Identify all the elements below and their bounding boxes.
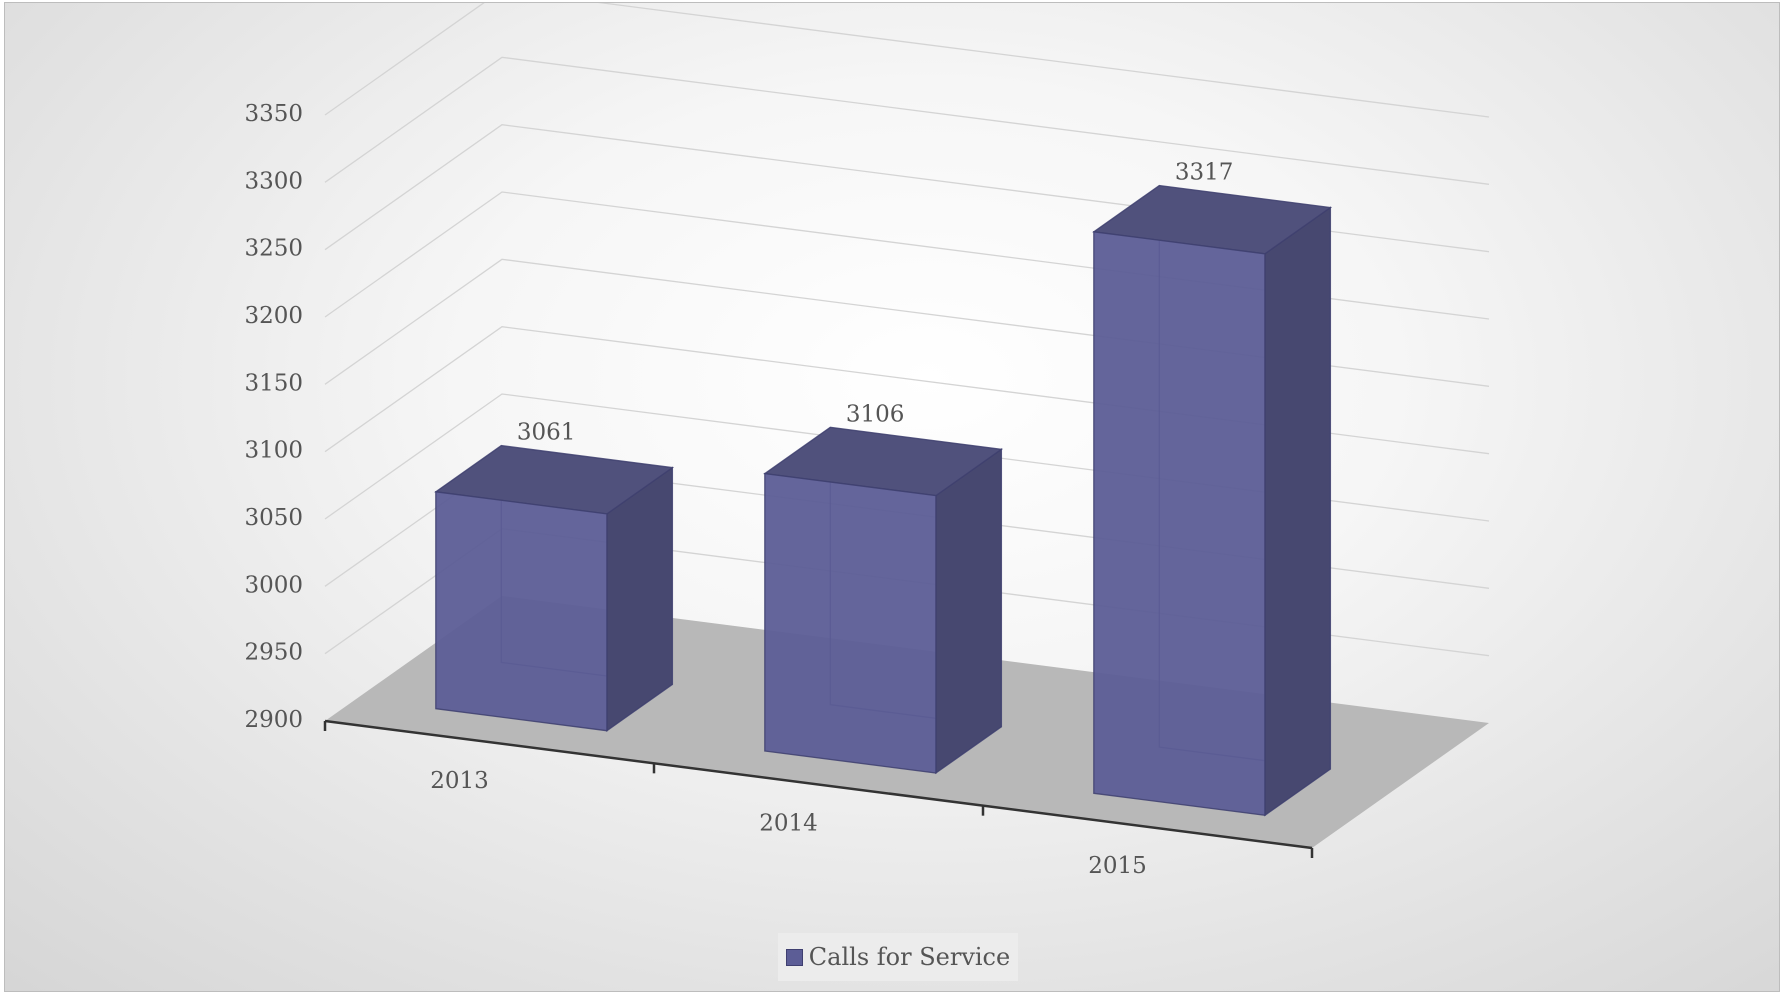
y-tick-label: 3350: [244, 101, 303, 127]
gridlines: [324, 3, 1490, 657]
bar: [1092, 184, 1333, 817]
y-tick-label: 2900: [244, 707, 303, 733]
y-tick-label: 3150: [244, 370, 303, 396]
y-tick-label: 3050: [244, 505, 303, 531]
bar-side: [935, 448, 1003, 775]
category-axis-ticks: 2013 2014 2015: [430, 768, 1147, 879]
bar-front: [1093, 231, 1266, 817]
data-labels: 3061 3106 3317: [517, 160, 1234, 446]
x-tick-label: 2013: [430, 768, 489, 794]
y-tick-label: 3000: [244, 572, 303, 598]
y-tick-label: 3100: [244, 438, 303, 464]
bars: [434, 184, 1333, 817]
y-tick-label: 3300: [244, 168, 303, 194]
legend: Calls for Service: [778, 933, 1018, 981]
legend-label: Calls for Service: [808, 943, 1011, 971]
bar: [763, 426, 1004, 775]
chart-area: 2900 2950 3000 3050 3100 3150 3200 3250 3300 3350…: [4, 2, 1780, 992]
value-axis-ticks: 2900 2950 3000 3050 3100 3150 3200 3250 3300 3350: [244, 101, 303, 733]
category-axis-line: [324, 719, 1313, 850]
bar-front: [435, 491, 608, 732]
data-label: 3061: [517, 420, 576, 446]
y-tick-label: 2950: [244, 640, 303, 666]
y-tick-label: 3250: [244, 236, 303, 262]
gridline: [324, 56, 1490, 185]
gridline: [324, 3, 1490, 118]
bar-side: [1264, 206, 1332, 817]
x-tick-label: 2015: [1088, 853, 1147, 879]
category-axis: [323, 719, 1314, 858]
bar-front: [764, 472, 937, 774]
data-label: 3317: [1175, 160, 1234, 186]
chart-plot: 2900 2950 3000 3050 3100 3150 3200 3250 3300 3350…: [244, 3, 1490, 879]
legend-swatch: [785, 948, 803, 966]
x-tick-label: 2014: [759, 811, 818, 837]
y-tick-label: 3200: [244, 303, 303, 329]
data-label: 3106: [846, 401, 905, 427]
bar: [434, 444, 675, 732]
